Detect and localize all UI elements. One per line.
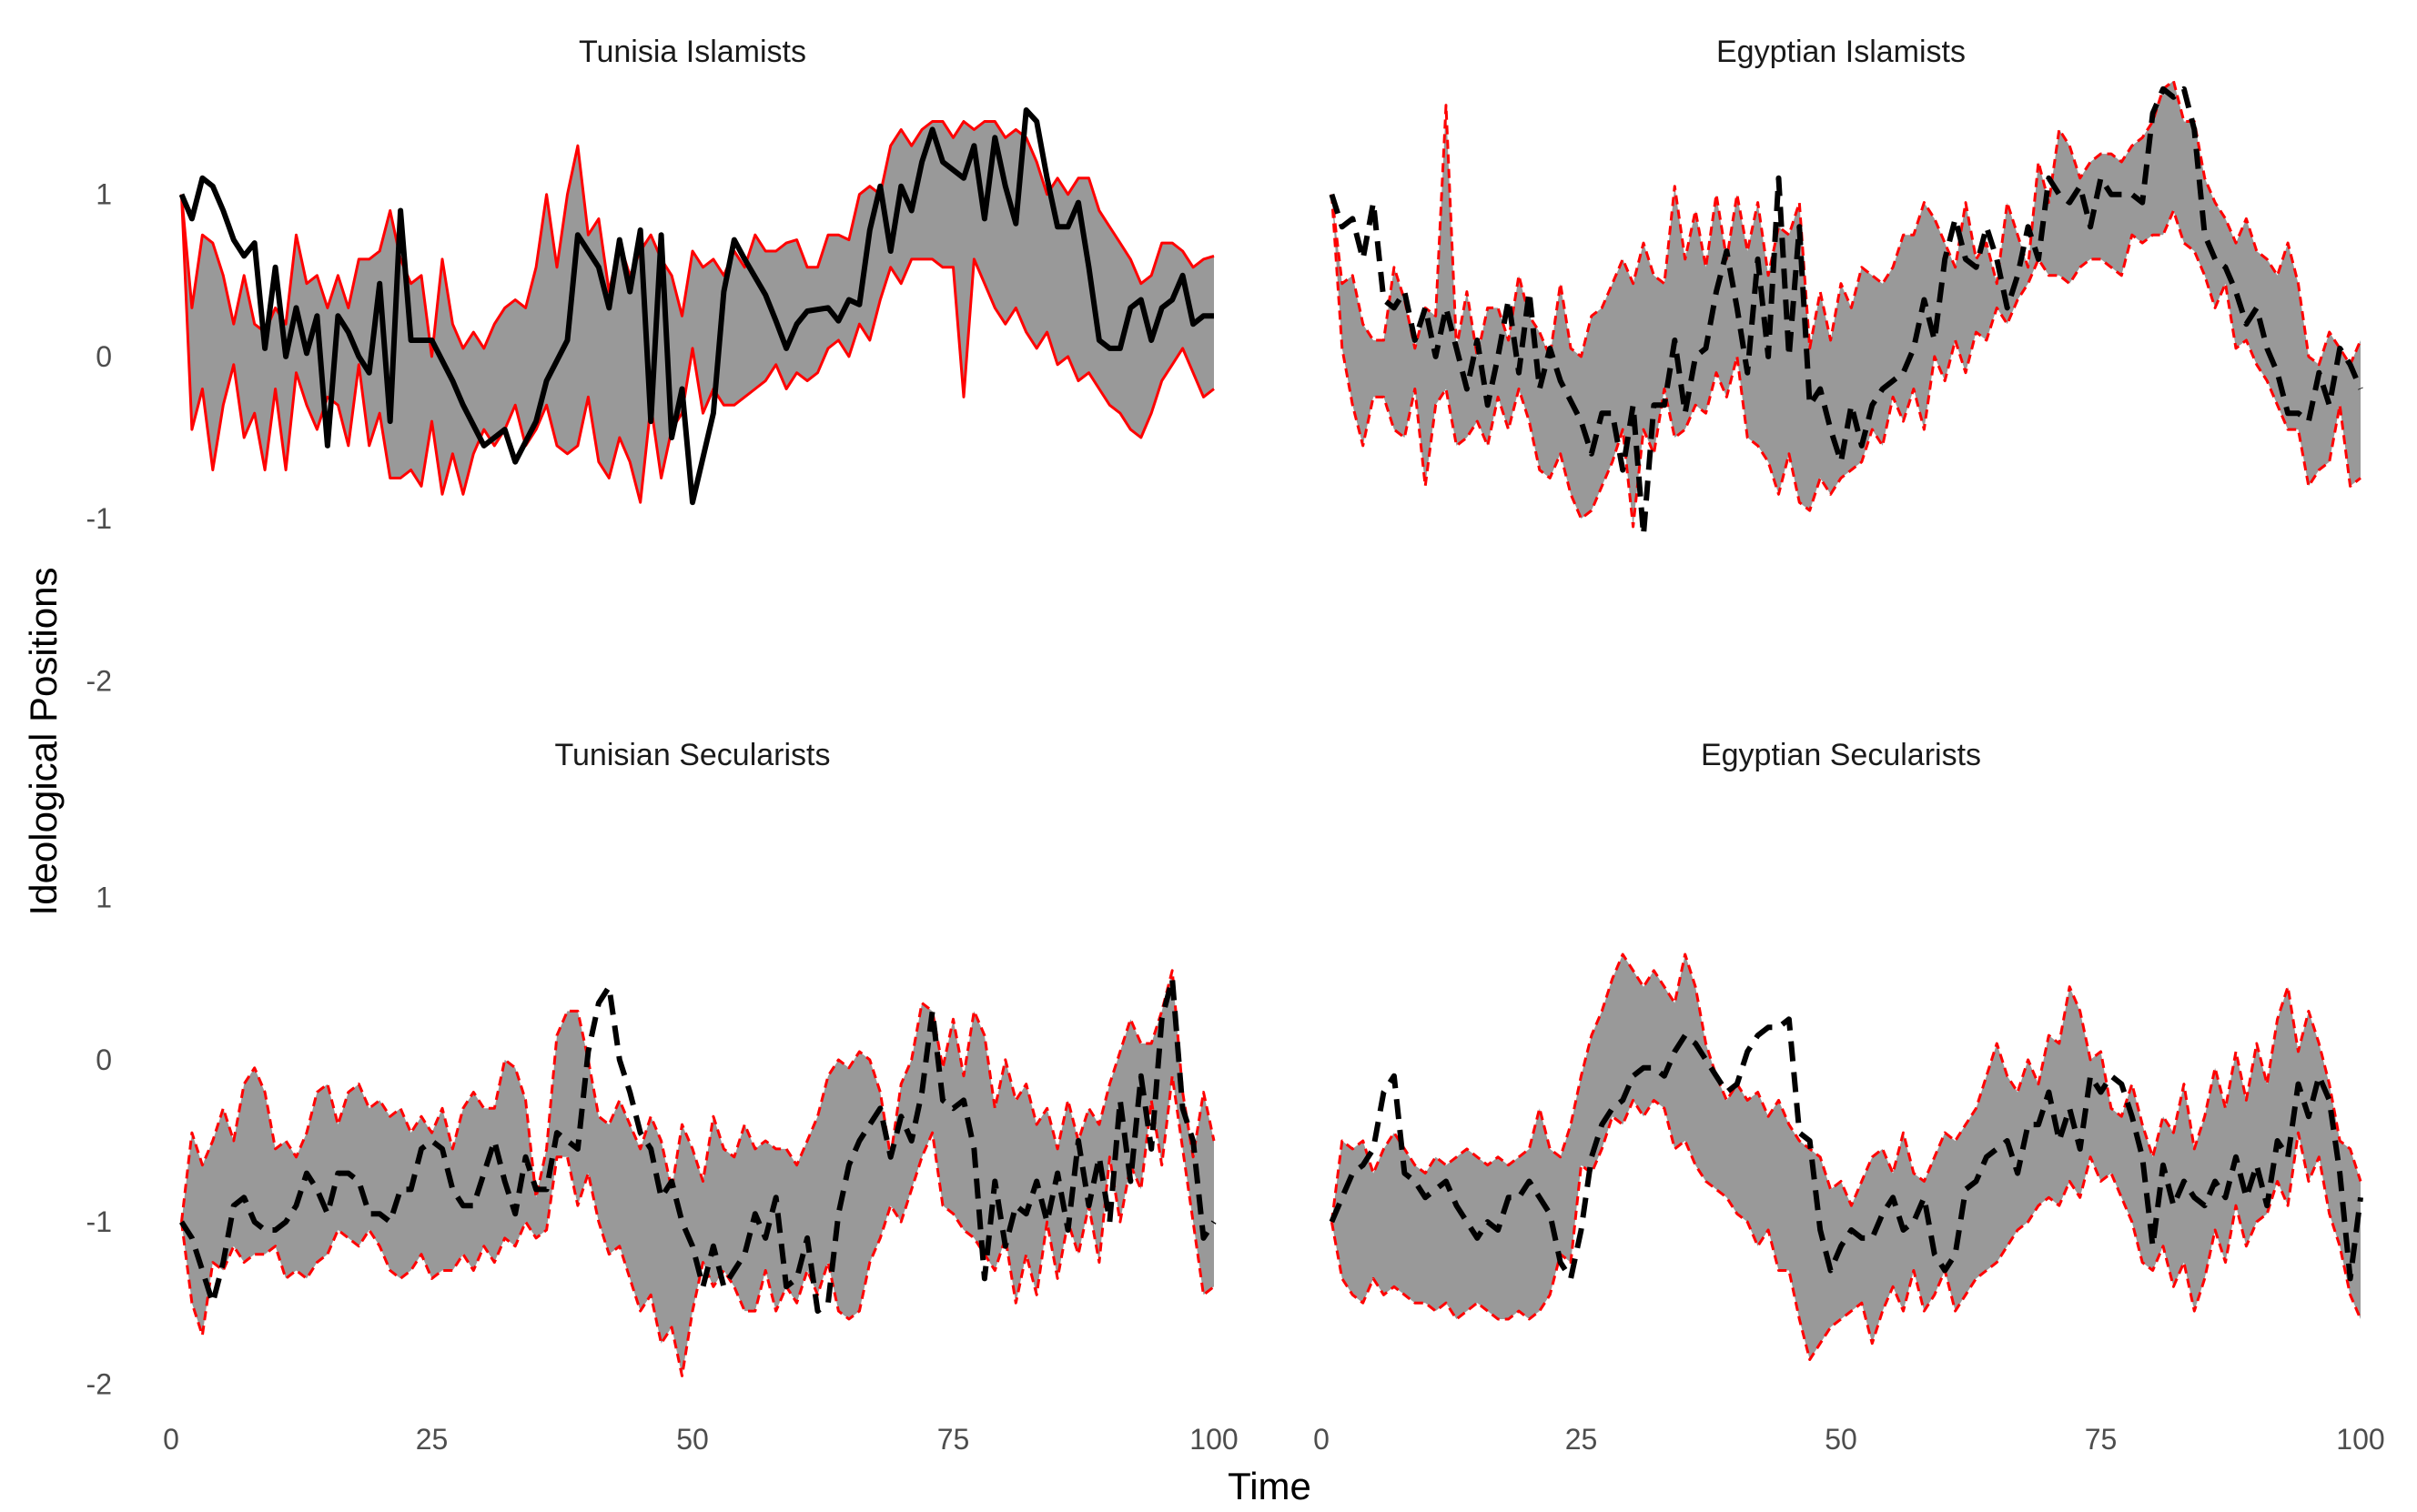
- panel-title: Egyptian Secularists: [1701, 738, 1981, 772]
- y-axis-title: Ideological Positions: [22, 568, 65, 916]
- panel-title: Egyptian Islamists: [1716, 35, 1966, 69]
- band-upper-border: [180, 120, 1215, 358]
- estimate-line: [178, 107, 1214, 506]
- x-tick-label: 100: [1189, 1423, 1238, 1456]
- x-tick-label: 75: [937, 1423, 970, 1456]
- x-tick-label: 100: [2336, 1423, 2384, 1456]
- facet-panel: Egyptian Secularists 0 25 50 75 100: [1313, 738, 2385, 1456]
- facet-panel: Egyptian Islamists: [1329, 35, 2363, 538]
- panels: Tunisia Islamists -2 -1 0 1 Egyptian Islamist…: [86, 35, 2385, 1456]
- y-tick-label: -2: [86, 1367, 112, 1400]
- band-lower-border: [180, 1074, 1215, 1377]
- band-upper-border: [180, 969, 1216, 1223]
- y-tick-label: 1: [96, 882, 112, 914]
- confidence-band: [1331, 954, 2361, 1360]
- band-lower-border: [1330, 194, 2361, 529]
- y-tick-label: 0: [96, 1043, 112, 1076]
- x-tick-label: 50: [1825, 1423, 1857, 1456]
- y-tick-label: -1: [86, 502, 112, 535]
- y-tick-label: -1: [86, 1205, 112, 1238]
- x-tick-label: 0: [163, 1423, 179, 1456]
- y-tick-label: 1: [96, 178, 112, 211]
- estimate-line: [1329, 1016, 2363, 1282]
- estimate-line: [178, 975, 1217, 1315]
- band-upper-border: [1330, 953, 2362, 1223]
- x-tick-label: 25: [1565, 1423, 1598, 1456]
- band-lower-border: [1330, 1098, 2362, 1361]
- y-tick-label: -2: [86, 664, 112, 697]
- band-upper-border: [1330, 79, 2362, 367]
- facet-panel: Tunisian Secularists -2 -1 0 1 0 25 50 75 100: [86, 738, 1239, 1456]
- panel-title: Tunisian Secularists: [555, 738, 831, 772]
- y-tick-label: 0: [96, 340, 112, 373]
- x-tick-label: 50: [676, 1423, 709, 1456]
- x-axis-title: Time: [1228, 1465, 1311, 1507]
- x-tick-label: 75: [2085, 1423, 2118, 1456]
- confidence-band: [1331, 80, 2361, 528]
- x-tick-label: 25: [416, 1423, 449, 1456]
- estimate-line: [1329, 86, 2363, 538]
- facet-panel: Tunisia Islamists -2 -1 0 1: [86, 35, 1215, 697]
- panel-title: Tunisia Islamists: [579, 35, 806, 69]
- confidence-band: [181, 970, 1214, 1376]
- confidence-band: [181, 121, 1214, 503]
- x-tick-label: 0: [1313, 1423, 1330, 1456]
- band-lower-border: [180, 194, 1215, 504]
